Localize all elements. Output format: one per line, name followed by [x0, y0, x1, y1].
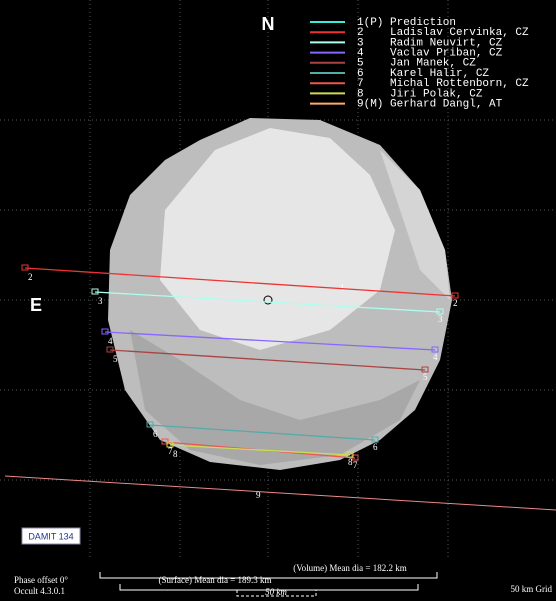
legend-number: 9(M)	[357, 99, 383, 111]
chord-label: 3	[438, 314, 443, 324]
asteroid-shape	[108, 118, 452, 470]
surface-dia: (Surface) Mean dia = 189.3 km	[158, 575, 271, 585]
chord	[24, 267, 456, 297]
chord-label: 5	[423, 372, 428, 382]
legend-number: 1(P)	[357, 17, 383, 29]
legend-name: Prediction	[390, 17, 456, 29]
chord-label: 3	[98, 296, 103, 306]
phase-label: Phase offset 0°	[14, 575, 68, 585]
chord	[169, 444, 351, 456]
chord-label: 8	[348, 457, 353, 467]
chord-label: 8	[173, 449, 178, 459]
model-label: DAMIT 134	[28, 531, 73, 541]
grid-label: 50 km Grid	[511, 584, 553, 594]
center-marker	[263, 295, 273, 305]
scale-bars	[99, 572, 438, 597]
chord-end	[21, 264, 29, 271]
legend-number: 3	[357, 37, 364, 49]
model-box	[21, 527, 81, 545]
chord-label: 4	[433, 352, 438, 362]
miss-chord	[4, 475, 556, 511]
legend-name: Radim Neuvirt, CZ	[390, 37, 503, 49]
chord-end	[166, 441, 174, 448]
legend-name: Jiri Polak, CZ	[390, 88, 483, 100]
volume-dia: (Volume) Mean dia = 182.2 km	[293, 563, 406, 573]
chord-end	[146, 421, 154, 428]
chord-label: 7	[168, 446, 173, 456]
legend-number: 4	[357, 48, 364, 60]
chord-label: 6	[153, 429, 158, 439]
chord-label: 5	[113, 354, 118, 364]
chord-end	[91, 288, 99, 295]
chord-label: 2	[28, 272, 33, 282]
legend-number: 8	[357, 88, 364, 100]
legend-name: Jan Manek, CZ	[390, 58, 476, 70]
legend-number: 7	[357, 78, 364, 90]
chord	[149, 424, 376, 441]
chord-label: 2	[453, 298, 458, 308]
legend-number: 2	[357, 27, 364, 39]
chord-end	[371, 436, 379, 443]
chord-end	[106, 346, 114, 353]
chord-end	[451, 292, 459, 299]
chord-end	[421, 366, 429, 373]
legend-name: Gerhard Dangl, AT	[390, 99, 503, 111]
legend-number: 6	[357, 68, 364, 80]
chord-label: 4	[108, 336, 113, 346]
legend-name: Michal Rottenborn, CZ	[390, 78, 529, 90]
chord-end	[346, 451, 354, 458]
chord-label: 7	[353, 460, 358, 470]
scale-label: 50 km	[265, 587, 287, 597]
legend-name: Vaclav Priban, CZ	[390, 48, 503, 60]
miss-label: 9	[256, 490, 261, 500]
legend-name: Ladislav Cervinka, CZ	[390, 27, 529, 39]
chord	[94, 291, 441, 313]
chord	[109, 349, 426, 371]
chord-label: 6	[373, 442, 378, 452]
version-label: Occult 4.3.0.1	[14, 586, 65, 596]
east-label: E	[30, 295, 42, 315]
chord	[104, 331, 436, 351]
chord-end	[431, 346, 439, 353]
chord-end	[101, 328, 109, 335]
legend-number: 5	[357, 58, 364, 70]
legend-name: Karel Halir, CZ	[390, 68, 489, 80]
north-label: N	[262, 14, 275, 34]
chord-end	[436, 308, 444, 315]
